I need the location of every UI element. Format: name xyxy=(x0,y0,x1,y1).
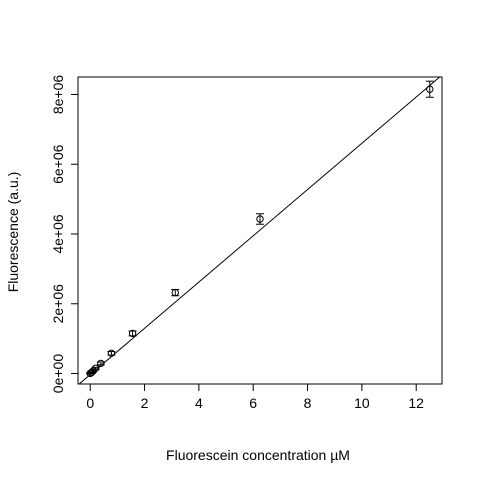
data-points-group xyxy=(86,80,434,378)
x-axis: 0 2 4 6 8 10 12 xyxy=(86,384,424,411)
data-point xyxy=(426,85,434,93)
x-tick-label: 10 xyxy=(354,395,370,411)
y-tick-label: 2e+06 xyxy=(50,284,66,324)
y-tick-label: 8e+06 xyxy=(50,75,66,115)
x-tick-label: 12 xyxy=(408,395,424,411)
data-point xyxy=(91,364,100,373)
data-point xyxy=(97,359,105,368)
regression-line xyxy=(78,76,441,385)
x-tick-label: 4 xyxy=(195,395,203,411)
data-point xyxy=(171,288,179,297)
x-tick-label: 0 xyxy=(86,395,94,411)
y-axis: 0e+00 2e+06 4e+06 6e+06 8e+06 xyxy=(50,75,78,394)
x-axis-label: Fluorescein concentration µM xyxy=(166,447,350,463)
data-point xyxy=(128,329,137,338)
plot-frame xyxy=(77,76,443,385)
data-point xyxy=(107,349,116,357)
y-axis-label: Fluorescence (a.u.) xyxy=(5,172,21,293)
data-point xyxy=(256,215,264,223)
x-tick-label: 6 xyxy=(249,395,257,411)
y-tick-label: 4e+06 xyxy=(50,214,66,254)
regression-line-group xyxy=(78,76,441,385)
x-tick-label: 2 xyxy=(141,395,149,411)
y-tick-label: 0e+00 xyxy=(50,354,66,394)
y-tick-label: 6e+06 xyxy=(50,144,66,184)
x-tick-label: 8 xyxy=(304,395,312,411)
data-point xyxy=(87,368,96,377)
